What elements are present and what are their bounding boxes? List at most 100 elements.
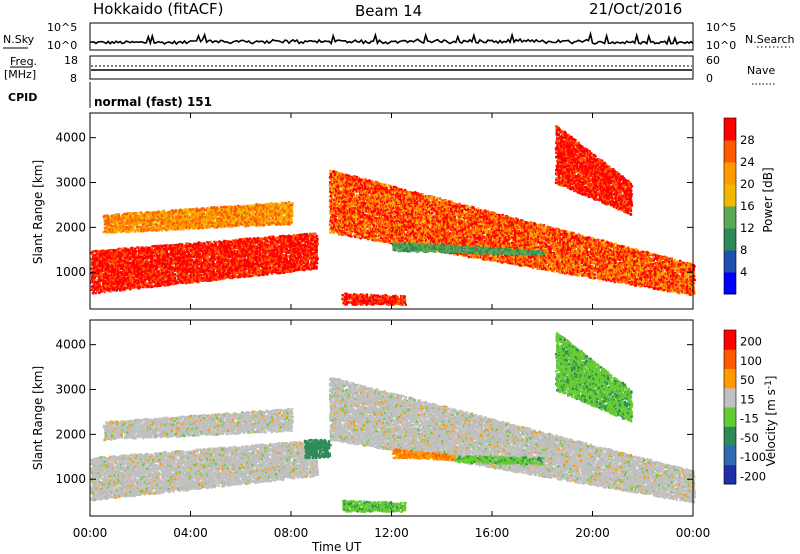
data-point [316,257,319,260]
data-point [102,259,105,262]
data-point [113,249,116,252]
data-point [163,255,166,258]
data-point [119,274,123,277]
data-point [184,250,188,254]
data-point [169,246,172,250]
data-point [195,261,198,264]
data-point [162,249,165,253]
data-point [181,280,184,283]
data-point [100,261,104,264]
data-point [95,252,98,256]
data-point [151,285,154,288]
data-point [183,281,186,284]
data-point [106,270,109,273]
data-point [161,270,164,273]
data-point [123,278,127,282]
data-point [182,270,186,273]
data-point [198,252,202,256]
data-point [146,273,150,276]
data-point [200,243,203,246]
data-point [107,269,110,272]
data-point [107,281,110,285]
data-point [102,253,106,256]
data-point [95,256,98,259]
data-point [119,228,123,232]
data-point [152,245,155,248]
data-point [206,263,209,267]
data-point [316,242,319,245]
data-point [129,276,132,279]
data-point [181,262,184,265]
data-point [155,284,158,287]
data-point [197,261,201,264]
data-point [130,271,134,275]
data-point [165,280,168,284]
data-point [130,248,133,251]
data-point [190,275,193,278]
data-point [151,259,154,262]
freq-tick-bottom: 8 [70,72,77,85]
data-point [154,254,157,257]
data-point [173,249,176,252]
data-point [178,258,181,262]
data-point [191,259,194,262]
data-point [102,289,105,292]
data-point [121,272,124,275]
freq-label-2: [MHz] [4,68,36,81]
data-point [90,272,93,275]
data-point [195,262,198,266]
data-point [199,270,202,273]
data-point [92,254,95,258]
data-point [189,263,193,266]
data-point [168,271,171,274]
data-point [107,273,110,276]
data-point [201,261,204,264]
data-point [198,255,201,258]
data-point [165,265,169,269]
data-point [148,265,151,268]
data-point [168,259,171,263]
data-point [135,285,138,288]
data-point [196,268,199,271]
data-point [93,262,97,265]
data-point [156,247,159,250]
data-point [147,284,151,288]
data-point [93,267,96,270]
data-point [144,285,148,289]
data-point [202,268,206,271]
nsky-frame [89,22,694,51]
data-point [168,283,171,286]
data-point [193,278,196,281]
data-point [165,283,168,286]
data-point [110,258,113,262]
data-point [96,269,99,272]
data-point [186,269,189,272]
data-point [93,283,96,286]
data-point [173,260,177,263]
data-point [236,221,239,224]
data-point [155,279,159,282]
data-point [184,262,188,266]
data-point [116,225,119,228]
data-point [100,259,103,263]
data-point [223,254,227,257]
data-point [173,276,176,279]
data-point [104,284,107,287]
data-point [131,251,135,255]
data-point [178,272,181,275]
data-point [161,258,164,262]
data-point [158,274,161,277]
data-point [158,254,162,257]
nsky-trace [89,30,694,47]
data-point [162,278,165,282]
data-point [122,276,125,280]
data-point [109,270,112,273]
data-point [116,267,119,270]
data-point [135,275,138,278]
data-point [131,264,134,268]
data-point [143,285,146,288]
data-point [158,279,162,282]
data-point [151,270,154,274]
data-point [240,214,244,217]
data-point [255,270,259,273]
